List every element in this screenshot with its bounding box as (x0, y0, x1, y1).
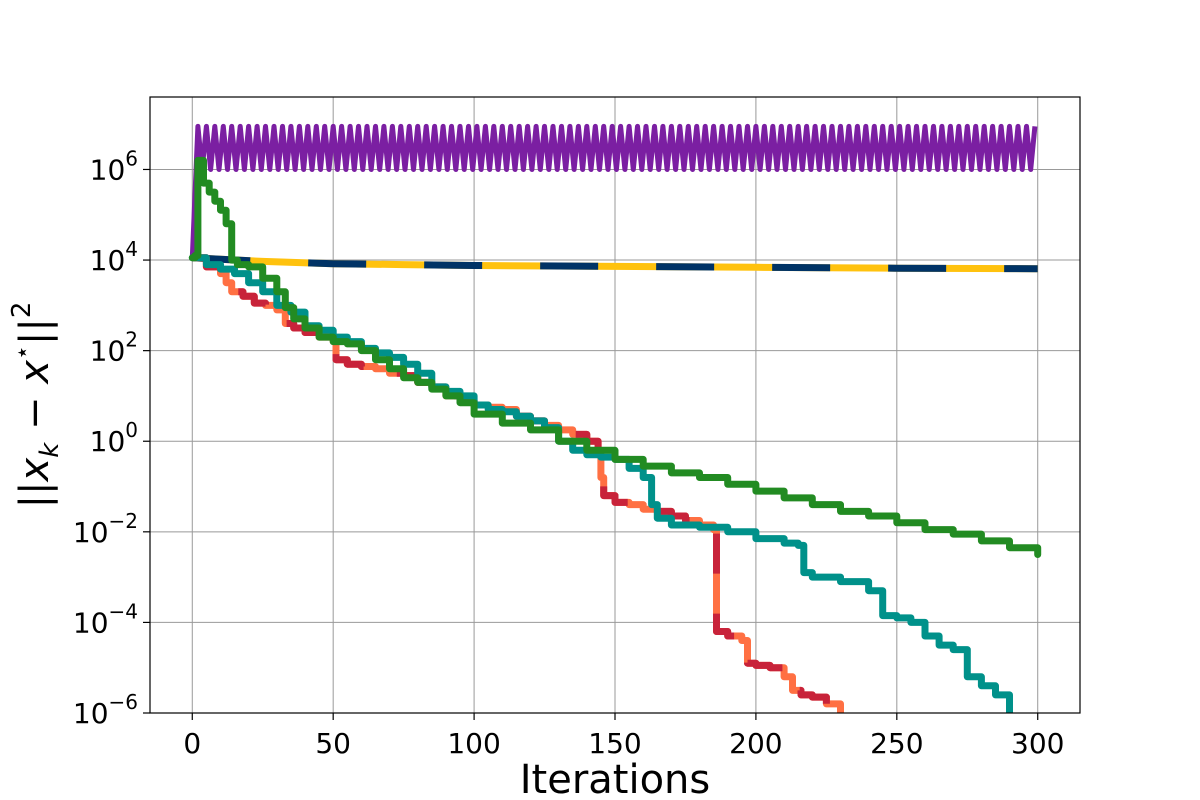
x-tick-label: 200 (729, 727, 782, 760)
y-tick-label: 10−4 (73, 599, 138, 639)
series-line (189, 123, 1038, 258)
y-axis-label: ||xk − x⋆||2 (7, 302, 65, 509)
series-layer (188, 123, 1042, 713)
y-tick-label: 100 (90, 418, 138, 458)
y-tick-label: 104 (90, 237, 138, 277)
series-slow-dashed (192, 254, 1038, 273)
x-tick-label: 0 (183, 727, 201, 760)
y-tick-label: 102 (90, 328, 138, 368)
y-tick-label: 10−6 (73, 690, 138, 730)
x-tick-label: 250 (870, 727, 923, 760)
x-tick-label: 50 (315, 727, 351, 760)
ticks: 0 50 100 150 200 250 300 10−6 10−4 10−2 100 102 104 1… (73, 146, 1065, 760)
x-tick-label: 300 (1011, 727, 1064, 760)
x-tick-label: 100 (447, 727, 500, 760)
y-tick-label: 106 (90, 146, 138, 186)
series-line-dash (192, 254, 1038, 273)
y-tick-label: 10−2 (73, 509, 138, 549)
x-tick-label: 150 (588, 727, 641, 760)
series-line (188, 156, 1042, 558)
grid (150, 97, 1080, 714)
x-axis-label: Iterations (520, 757, 711, 800)
series-green (188, 156, 1042, 558)
series-oscillating (189, 123, 1038, 258)
